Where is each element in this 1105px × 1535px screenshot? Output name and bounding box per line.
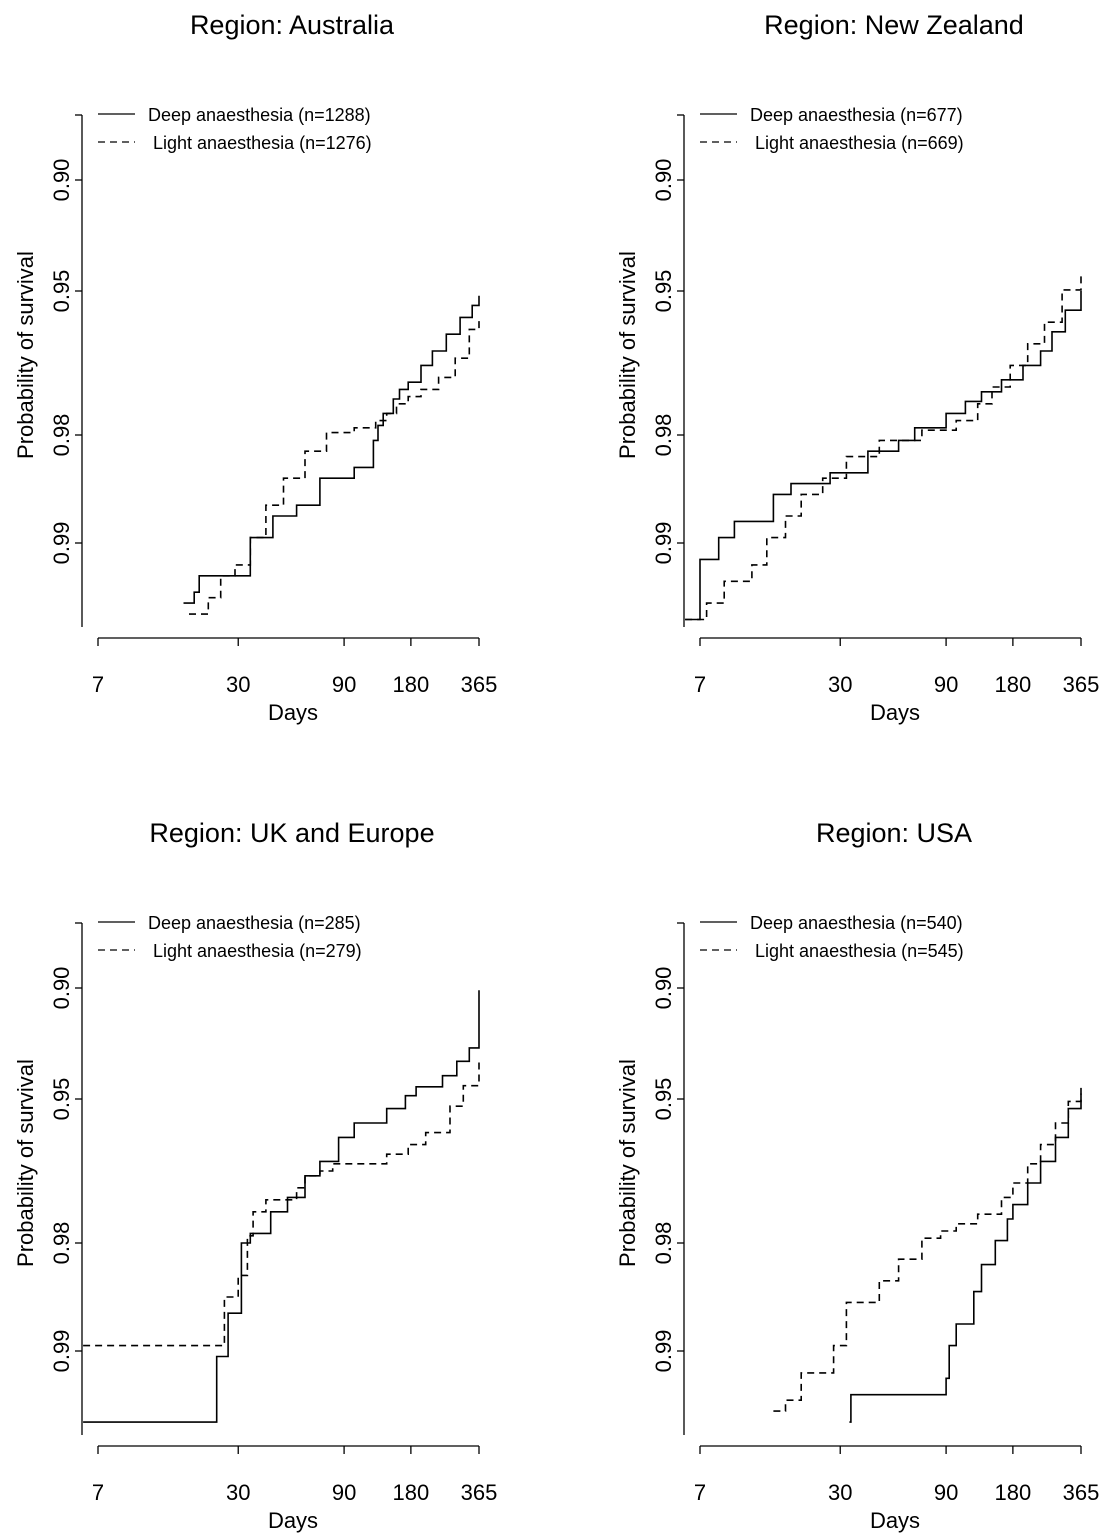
x-axis-label: Days [268, 1508, 318, 1533]
y-tick-label: 0.98 [651, 414, 676, 457]
y-tick-label: 0.98 [49, 414, 74, 457]
x-tick-label: 7 [694, 672, 706, 697]
x-tick-label: 90 [332, 672, 356, 697]
y-tick-label: 0.98 [49, 1222, 74, 1265]
x-tick-label: 30 [828, 1480, 852, 1505]
y-tick-label: 0.99 [49, 1330, 74, 1373]
y-tick-label: 0.99 [651, 1330, 676, 1373]
x-tick-label: 180 [995, 1480, 1032, 1505]
legend-entry: Deep anaesthesia (n=540) [750, 913, 963, 933]
survival-curve-light [685, 275, 1082, 621]
panel-4: Region: USA 0.90 0.95 0.98 0.99 Probability o… [615, 818, 1099, 1533]
y-tick-label: 0.99 [49, 522, 74, 565]
x-tick-label: 7 [92, 1480, 104, 1505]
legend-entry: Deep anaesthesia (n=677) [750, 105, 963, 125]
x-tick-label: 90 [934, 1480, 958, 1505]
y-tick-label: 0.95 [651, 270, 676, 313]
survival-curve-light [773, 1093, 1082, 1412]
x-tick-label: 7 [92, 672, 104, 697]
x-tick-label: 30 [828, 672, 852, 697]
legend-entry: Light anaesthesia (n=669) [755, 133, 964, 153]
panel-title: Region: Australia [190, 10, 395, 40]
x-tick-label: 180 [995, 672, 1032, 697]
panel-2: Region: New Zealand 0.90 0.95 0.98 0.99 Proba… [615, 10, 1099, 725]
survival-curve-deep [183, 295, 480, 604]
x-tick-label: 180 [393, 1480, 430, 1505]
y-tick-label: 0.90 [651, 159, 676, 202]
legend-entry: Light anaesthesia (n=279) [153, 941, 362, 961]
y-axis-label: Probability of survival [13, 1059, 38, 1267]
x-axis-label: Days [268, 700, 318, 725]
x-axis-label: Days [870, 700, 920, 725]
y-tick-label: 0.90 [49, 159, 74, 202]
survival-curve-light [83, 1062, 480, 1347]
legend-entry: Light anaesthesia (n=1276) [153, 133, 372, 153]
panel-title: Region: UK and Europe [149, 818, 434, 848]
x-tick-label: 365 [1063, 672, 1100, 697]
y-axis-label: Probability of survival [13, 251, 38, 459]
y-tick-label: 0.98 [651, 1222, 676, 1265]
y-tick-label: 0.95 [49, 1078, 74, 1121]
panel-1: Region: Australia 0.90 0.95 0.98 0.99 Probabi… [13, 10, 497, 725]
legend-entry: Deep anaesthesia (n=1288) [148, 105, 371, 125]
x-tick-label: 90 [332, 1480, 356, 1505]
x-tick-label: 90 [934, 672, 958, 697]
x-tick-label: 365 [1063, 1480, 1100, 1505]
y-tick-label: 0.90 [49, 967, 74, 1010]
x-tick-label: 30 [226, 672, 250, 697]
survival-curve-deep [83, 990, 480, 1423]
y-axis-label: Probability of survival [615, 1059, 640, 1267]
panel-3: Region: UK and Europe 0.90 0.95 0.98 0.99 Pro… [13, 818, 497, 1533]
y-tick-label: 0.99 [651, 522, 676, 565]
panel-title: Region: New Zealand [764, 10, 1024, 40]
legend-entry: Deep anaesthesia (n=285) [148, 913, 361, 933]
y-tick-label: 0.90 [651, 967, 676, 1010]
survival-curve-deep [849, 1087, 1082, 1423]
y-tick-label: 0.95 [49, 270, 74, 313]
x-tick-label: 365 [461, 672, 498, 697]
legend-entry: Light anaesthesia (n=545) [755, 941, 964, 961]
x-tick-label: 30 [226, 1480, 250, 1505]
panel-title: Region: USA [816, 818, 972, 848]
x-tick-label: 7 [694, 1480, 706, 1505]
x-axis-label: Days [870, 1508, 920, 1533]
y-axis-label: Probability of survival [615, 251, 640, 459]
x-tick-label: 180 [393, 672, 430, 697]
x-tick-label: 365 [461, 1480, 498, 1505]
survival-curve-light [189, 317, 480, 615]
y-tick-label: 0.95 [651, 1078, 676, 1121]
survival-curve-deep [685, 291, 1082, 621]
